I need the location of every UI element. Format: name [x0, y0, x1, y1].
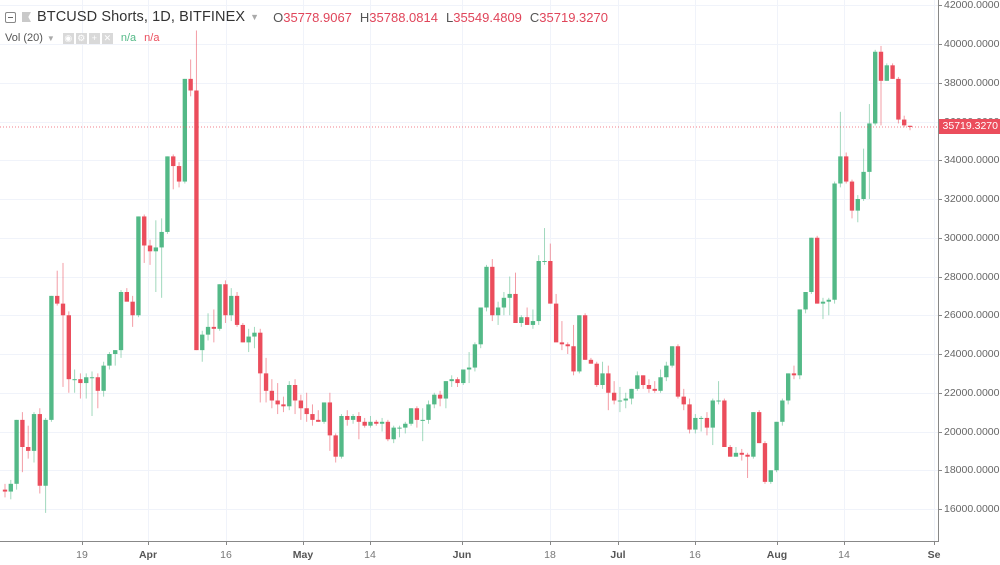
volume-label[interactable]: Vol (20) [5, 32, 43, 44]
time-axis-label: 16 [220, 549, 232, 561]
time-axis-label: Se [927, 549, 941, 561]
chart-grid [0, 0, 938, 541]
ohlc-low: L35549.4809 [445, 9, 522, 25]
price-axis-label: 32000.0000 [944, 192, 1000, 205]
volume-indicator-legend: Vol (20) ▼ ◉ ⚙ + ✕ n/a n/a [5, 32, 159, 44]
symbol-title[interactable]: BTCUSD Shorts, 1D, BITFINEX [37, 9, 246, 25]
time-axis-label: Jun [452, 549, 472, 561]
price-axis-label: 26000.0000 [944, 308, 1000, 321]
ohlc-close: C35719.3270 [529, 9, 608, 25]
time-axis-label: 14 [838, 549, 850, 561]
price-axis-label: 38000.0000 [944, 76, 1000, 89]
price-axis-label: 16000.0000 [944, 502, 1000, 515]
time-axis-label: May [292, 549, 314, 561]
price-axis-label: 24000.0000 [944, 347, 1000, 360]
time-axis-label: Jul [610, 549, 626, 561]
price-axis-label: 22000.0000 [944, 386, 1000, 399]
collapse-legend-icon[interactable] [5, 11, 16, 23]
volume-value-up: n/a [120, 32, 137, 44]
ohlc-high: H35788.0814 [359, 9, 438, 25]
time-axis-label: 16 [689, 549, 701, 561]
time-axis-label: Apr [138, 549, 158, 561]
last-price-label: 35719.3270 [939, 119, 1000, 135]
eye-icon[interactable]: ◉ [62, 32, 74, 44]
series-legend: BTCUSD Shorts, 1D, BITFINEX ▼ O35778.906… [5, 9, 616, 25]
chevron-down-icon[interactable]: ▼ [250, 12, 260, 22]
chevron-down-icon[interactable]: ▼ [46, 33, 55, 43]
add-icon[interactable]: + [88, 32, 100, 44]
remove-icon[interactable]: ✕ [101, 32, 113, 44]
price-axis-label: 28000.0000 [944, 270, 1000, 283]
price-axis-label: 18000.0000 [944, 463, 1000, 476]
settings-icon[interactable]: ⚙ [75, 32, 87, 44]
time-axis-label: 14 [364, 549, 376, 561]
price-axis-label: 30000.0000 [944, 231, 1000, 244]
symbol-flag-icon [22, 12, 31, 22]
price-axis-label: 40000.0000 [944, 37, 1000, 50]
candles [2, 30, 913, 513]
ohlc-open: O35778.9067 [273, 9, 352, 25]
time-axis-label: 19 [76, 549, 88, 561]
price-axis-label: 34000.0000 [944, 153, 1000, 166]
volume-value-down: n/a [144, 32, 160, 44]
price-axis-label: 42000.0000 [944, 0, 1000, 11]
price-axis-label: 20000.0000 [944, 425, 1000, 438]
time-axis-label: Aug [766, 549, 788, 561]
time-axis-label: 18 [544, 549, 556, 561]
